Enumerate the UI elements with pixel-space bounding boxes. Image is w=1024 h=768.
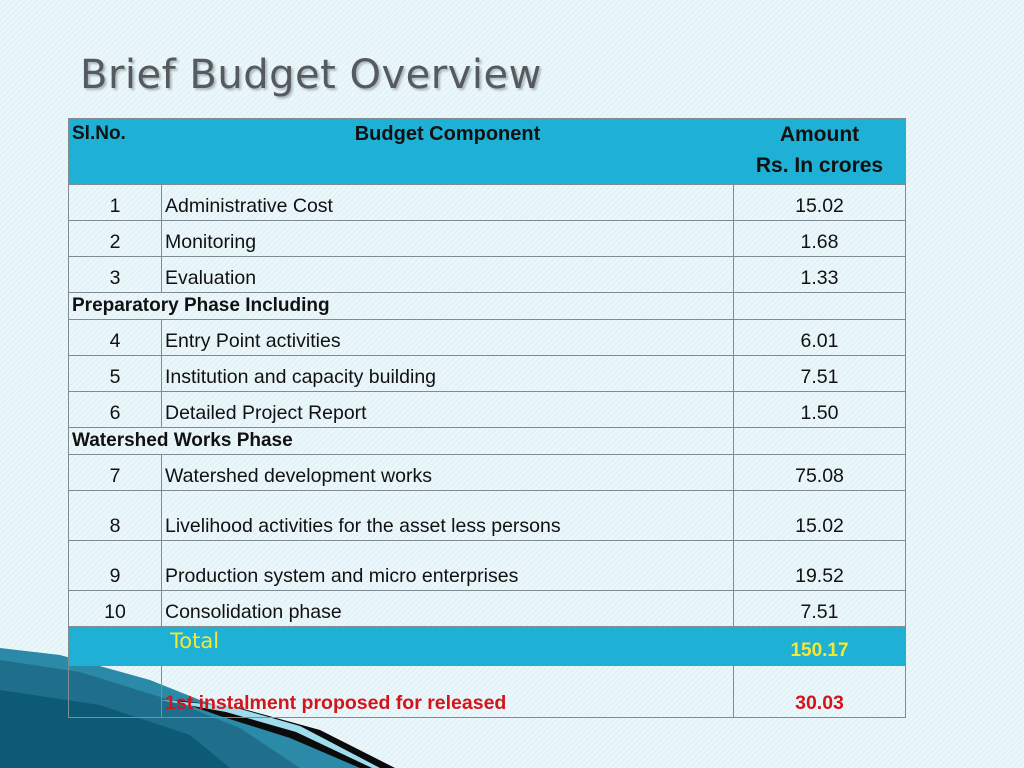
header-budget-component: Budget Component: [161, 118, 734, 185]
phase-row: Watershed Works Phase: [68, 427, 906, 455]
table-row: 2 Monitoring 1.68: [68, 220, 906, 257]
header-sl-no: Sl.No.: [68, 118, 162, 185]
total-label: Total: [161, 626, 734, 666]
cell-amount: 7.51: [733, 590, 906, 627]
cell-amount: 75.08: [733, 454, 906, 491]
cell-sl-no: 8: [68, 490, 162, 541]
cell-component: Livelihood activities for the asset less…: [161, 490, 734, 541]
cell-amount: 15.02: [733, 184, 906, 221]
total-row: Total 150.17: [68, 626, 906, 666]
table-row: 10 Consolidation phase 7.51: [68, 590, 906, 627]
cell-component: Monitoring: [161, 220, 734, 257]
cell-component: Watershed development works: [161, 454, 734, 491]
header-amount-unit: Rs. In crores: [755, 154, 884, 177]
cell-sl-no: 5: [68, 355, 162, 392]
table-header-row: Sl.No. Budget Component Amount Rs. In cr…: [68, 118, 906, 185]
cell-amount: 1.50: [733, 391, 906, 428]
slide-title: Brief Budget Overview: [80, 52, 542, 98]
table-row: 1 Administrative Cost 15.02: [68, 184, 906, 221]
cell-component: Entry Point activities: [161, 319, 734, 356]
table-row: 9 Production system and micro enterprise…: [68, 540, 906, 591]
cell-sl-no: 10: [68, 590, 162, 627]
phase-label: Watershed Works Phase: [68, 427, 734, 455]
cell-component: Administrative Cost: [161, 184, 734, 221]
table-row: 4 Entry Point activities 6.01: [68, 319, 906, 356]
table-row: 5 Institution and capacity building 7.51: [68, 355, 906, 392]
cell-component: Consolidation phase: [161, 590, 734, 627]
cell-amount: 7.51: [733, 355, 906, 392]
cell-amount: 1.68: [733, 220, 906, 257]
cell-sl-no: 1: [68, 184, 162, 221]
instalment-amount: 30.03: [733, 665, 906, 718]
total-amount: 150.17: [733, 626, 906, 666]
table-row: 8 Livelihood activities for the asset le…: [68, 490, 906, 541]
cell-component: Production system and micro enterprises: [161, 540, 734, 591]
instalment-label: 1st instalment proposed for released: [161, 665, 734, 718]
instalment-row: 1st instalment proposed for released 30.…: [68, 665, 906, 718]
cell-sl-no: 3: [68, 256, 162, 293]
budget-table: Sl.No. Budget Component Amount Rs. In cr…: [68, 118, 906, 718]
cell-amount: 15.02: [733, 490, 906, 541]
table-row: 3 Evaluation 1.33: [68, 256, 906, 293]
table-row: 7 Watershed development works 75.08: [68, 454, 906, 491]
cell-amount: 6.01: [733, 319, 906, 356]
phase-row: Preparatory Phase Including: [68, 292, 906, 320]
header-amount: Amount Rs. In crores: [733, 118, 906, 185]
cell-component: Evaluation: [161, 256, 734, 293]
cell-component: Institution and capacity building: [161, 355, 734, 392]
header-amount-label: Amount: [779, 123, 860, 146]
cell-sl-no: 9: [68, 540, 162, 591]
cell-component: Detailed Project Report: [161, 391, 734, 428]
cell-amount: 1.33: [733, 256, 906, 293]
phase-label: Preparatory Phase Including: [68, 292, 734, 320]
cell-amount: 19.52: [733, 540, 906, 591]
phase-amount-empty: [733, 427, 906, 455]
table-row: 6 Detailed Project Report 1.50: [68, 391, 906, 428]
cell-sl-no: 2: [68, 220, 162, 257]
cell-sl-no: 4: [68, 319, 162, 356]
cell-sl-no: 6: [68, 391, 162, 428]
phase-amount-empty: [733, 292, 906, 320]
cell-sl-no: 7: [68, 454, 162, 491]
instalment-no-empty: [68, 665, 162, 718]
total-no-empty: [68, 626, 162, 666]
